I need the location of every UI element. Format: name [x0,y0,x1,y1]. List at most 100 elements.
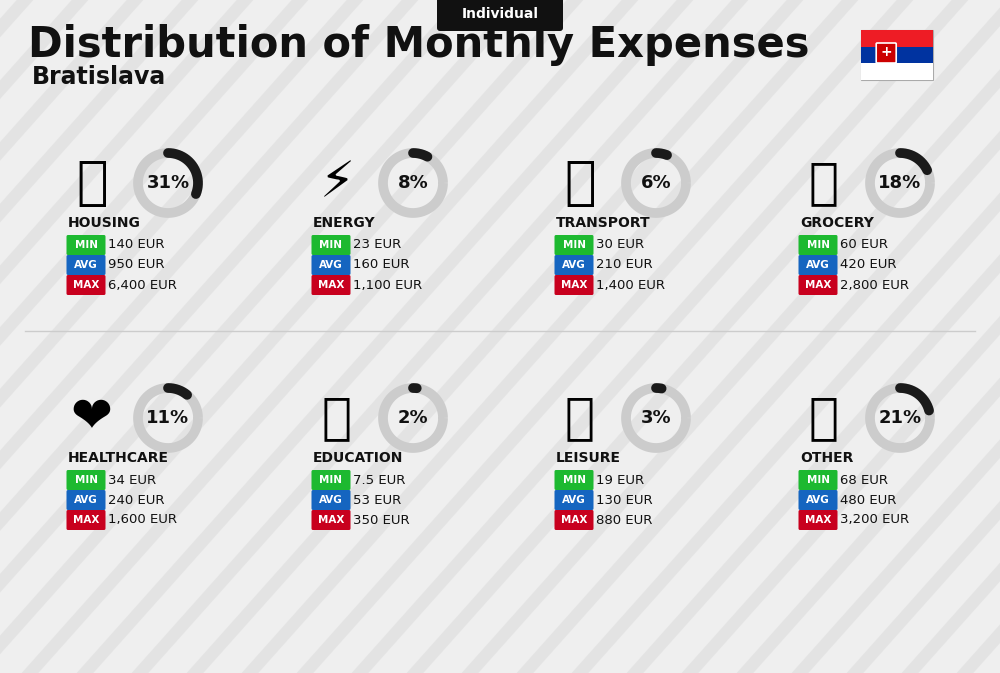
Text: AVG: AVG [74,260,98,270]
Text: 1,600 EUR: 1,600 EUR [108,513,177,526]
Text: 21%: 21% [878,409,922,427]
FancyBboxPatch shape [66,510,106,530]
Text: MAX: MAX [318,280,344,290]
FancyBboxPatch shape [312,275,351,295]
Text: HOUSING: HOUSING [68,216,141,230]
Text: 2,800 EUR: 2,800 EUR [840,279,909,291]
Text: AVG: AVG [74,495,98,505]
Text: 31%: 31% [146,174,190,192]
Text: AVG: AVG [806,495,830,505]
Text: ENERGY: ENERGY [313,216,376,230]
Text: 420 EUR: 420 EUR [840,258,896,271]
Text: MIN: MIN [562,240,586,250]
Text: GROCERY: GROCERY [800,216,874,230]
FancyBboxPatch shape [554,510,594,530]
Text: AVG: AVG [319,495,343,505]
Text: 🏢: 🏢 [76,157,108,209]
Text: AVG: AVG [319,260,343,270]
Text: LEISURE: LEISURE [556,451,621,465]
FancyBboxPatch shape [554,490,594,510]
FancyBboxPatch shape [437,0,563,31]
Text: ❤️: ❤️ [71,394,113,442]
Text: 🎓: 🎓 [322,394,352,442]
Text: 350 EUR: 350 EUR [353,513,410,526]
Text: 210 EUR: 210 EUR [596,258,653,271]
FancyBboxPatch shape [312,510,351,530]
FancyBboxPatch shape [66,235,106,255]
Text: MIN: MIN [320,475,342,485]
Text: Bratislava: Bratislava [32,65,166,89]
FancyBboxPatch shape [66,275,106,295]
Text: MAX: MAX [805,280,831,290]
Text: MIN: MIN [806,240,830,250]
Text: MIN: MIN [806,475,830,485]
FancyBboxPatch shape [554,275,594,295]
Text: 18%: 18% [878,174,922,192]
Text: TRANSPORT: TRANSPORT [556,216,651,230]
Text: MAX: MAX [561,280,587,290]
FancyBboxPatch shape [312,470,351,490]
Text: 160 EUR: 160 EUR [353,258,410,271]
FancyBboxPatch shape [312,255,351,275]
Text: 880 EUR: 880 EUR [596,513,652,526]
Text: 11%: 11% [146,409,190,427]
Text: MAX: MAX [318,515,344,525]
Text: 3%: 3% [641,409,671,427]
Text: AVG: AVG [562,260,586,270]
Text: 68 EUR: 68 EUR [840,474,888,487]
Text: 6%: 6% [641,174,671,192]
Text: MAX: MAX [73,280,99,290]
Text: +: + [880,45,892,59]
FancyBboxPatch shape [861,30,933,80]
Text: 480 EUR: 480 EUR [840,493,896,507]
Text: MAX: MAX [73,515,99,525]
FancyBboxPatch shape [312,235,351,255]
Text: 30 EUR: 30 EUR [596,238,644,252]
Text: 950 EUR: 950 EUR [108,258,164,271]
Text: 👛: 👛 [809,394,839,442]
Text: 140 EUR: 140 EUR [108,238,164,252]
FancyBboxPatch shape [66,490,106,510]
Text: MAX: MAX [561,515,587,525]
FancyBboxPatch shape [798,510,838,530]
Text: Distribution of Monthly Expenses: Distribution of Monthly Expenses [28,24,810,66]
FancyBboxPatch shape [554,470,594,490]
Text: 2%: 2% [398,409,428,427]
Text: 6,400 EUR: 6,400 EUR [108,279,177,291]
Text: 34 EUR: 34 EUR [108,474,156,487]
Text: 1,100 EUR: 1,100 EUR [353,279,422,291]
Text: MIN: MIN [74,475,98,485]
Text: 🛒: 🛒 [809,159,839,207]
Text: MAX: MAX [805,515,831,525]
Text: ⚡: ⚡ [319,159,355,207]
Text: AVG: AVG [562,495,586,505]
Text: 19 EUR: 19 EUR [596,474,644,487]
Text: EDUCATION: EDUCATION [313,451,403,465]
Text: 🛍️: 🛍️ [565,394,595,442]
Text: Individual: Individual [462,7,538,21]
FancyBboxPatch shape [798,490,838,510]
Text: 130 EUR: 130 EUR [596,493,653,507]
Text: MIN: MIN [562,475,586,485]
Text: 3,200 EUR: 3,200 EUR [840,513,909,526]
FancyBboxPatch shape [798,275,838,295]
Text: 8%: 8% [398,174,428,192]
Text: HEALTHCARE: HEALTHCARE [68,451,169,465]
Text: 7.5 EUR: 7.5 EUR [353,474,405,487]
FancyBboxPatch shape [66,470,106,490]
Text: 60 EUR: 60 EUR [840,238,888,252]
Text: 53 EUR: 53 EUR [353,493,401,507]
FancyBboxPatch shape [798,470,838,490]
Text: AVG: AVG [806,260,830,270]
FancyBboxPatch shape [798,235,838,255]
Text: 240 EUR: 240 EUR [108,493,164,507]
Text: OTHER: OTHER [800,451,853,465]
Text: MIN: MIN [74,240,98,250]
FancyBboxPatch shape [798,255,838,275]
Text: 🚌: 🚌 [564,157,596,209]
Text: 23 EUR: 23 EUR [353,238,401,252]
Text: MIN: MIN [320,240,342,250]
FancyBboxPatch shape [876,43,896,63]
FancyBboxPatch shape [861,30,933,46]
FancyBboxPatch shape [66,255,106,275]
